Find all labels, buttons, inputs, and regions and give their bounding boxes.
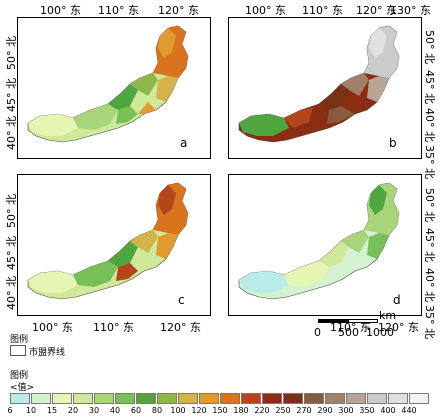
legend-swatch [283,393,303,404]
legend-value-label: 40 [109,406,121,415]
panel-label-b: b [389,136,397,150]
legend-swatch [178,393,198,404]
lat-tick-45-right: 45° 北 [423,70,436,104]
lon-tick-110-b: 110° 东 [302,4,343,17]
panel-label-a: a [180,136,188,150]
legend-swatch [136,393,156,404]
lon-tick-110-d: 110° 东 [330,321,371,334]
lon-tick-120-d: 120° 东 [378,321,419,334]
legend-swatch [262,393,282,404]
legend-swatch [52,393,72,404]
map-panel-c: c [17,174,211,316]
lon-tick-100-b: 100° 东 [245,4,286,17]
legend-swatch [241,393,261,404]
lat-tick-40-right: 40° 北 [423,108,436,142]
legend-swatch [31,393,51,404]
legend-swatch [346,393,366,404]
legend-value-label: 300 [338,406,354,415]
legend-value-label: 180 [233,406,249,415]
lon-tick-130-b: 130° 东 [390,4,431,17]
scale-unit: km [379,309,397,322]
lat-tick-40-right-d: 40° 北 [423,268,436,302]
legend-swatch [388,393,408,404]
lat-tick-45-right-d: 45° 北 [423,228,436,262]
map-panel-a: a [17,17,211,159]
map-panel-d: d [228,174,422,316]
legend-swatch [220,393,240,404]
region-map-d [238,182,400,300]
region-map-a [27,25,189,143]
legend-value-label: 15 [46,406,58,415]
legend-value-label: 120 [191,406,207,415]
lon-tick-110: 110° 东 [98,4,139,17]
legend-value-label: 250 [275,406,291,415]
scale-bar-segment-1 [318,319,348,323]
legend-value-label: 10 [25,406,37,415]
scale-bar-segment-2 [348,319,378,323]
boundary-legend-title: 图例 [10,335,29,345]
lon-tick-100: 100° 东 [40,4,81,17]
legend-swatch [73,393,93,404]
legend-swatch [157,393,177,404]
boundary-legend-item: 市盟界线 [29,348,66,358]
legend-value-label: 400 [380,406,396,415]
legend-swatch [304,393,324,404]
legend-value-label: 100 [170,406,186,415]
region-map-b [238,25,400,143]
legend-value-label: 270 [296,406,312,415]
legend-swatch [94,393,114,404]
lat-tick-50-right-d: 50° 北 [423,188,436,222]
legend-value-label: 80 [151,406,163,415]
region-map-c [27,182,189,300]
legend-value-label: 350 [359,406,375,415]
boundary-legend-swatch [10,345,26,356]
legend-swatch [325,393,345,404]
legend-value-label: 440 [401,406,417,415]
panel-label-d: d [393,293,401,307]
legend-value-label: 290 [317,406,333,415]
legend-value-label: 150 [212,406,228,415]
lon-tick-110-c: 110° 东 [93,321,134,334]
legend-swatch [367,393,387,404]
legend-swatch [409,393,429,404]
value-legend-subtitle: <值> [10,383,35,393]
legend-value-label: 20 [67,406,79,415]
legend-value-label: 30 [88,406,100,415]
legend-swatch [115,393,135,404]
scale-label-1000: 1000 [366,326,394,339]
scale-label-500: 500 [338,326,359,339]
lon-tick-120-b: 120° 东 [356,4,397,17]
lat-tick-50-right: 50° 北 [423,30,436,64]
scale-label-0: 0 [314,326,321,339]
lon-tick-120: 120° 东 [158,4,199,17]
lon-tick-100-c: 100° 东 [32,321,73,334]
lon-tick-120-c: 120° 东 [160,321,201,334]
legend-swatch [199,393,219,404]
lat-tick-35-right-d: 35° 北 [423,305,436,339]
legend-value-label: 60 [130,406,142,415]
map-panel-b: b [228,17,422,159]
panel-label-c: c [178,293,185,307]
legend-value-label: 220 [254,406,270,415]
legend-swatch [10,393,30,404]
lat-tick-35-right: 35° 北 [423,145,436,179]
value-legend-title: 图例 [10,371,29,381]
legend-value-label: 6 [7,406,13,415]
